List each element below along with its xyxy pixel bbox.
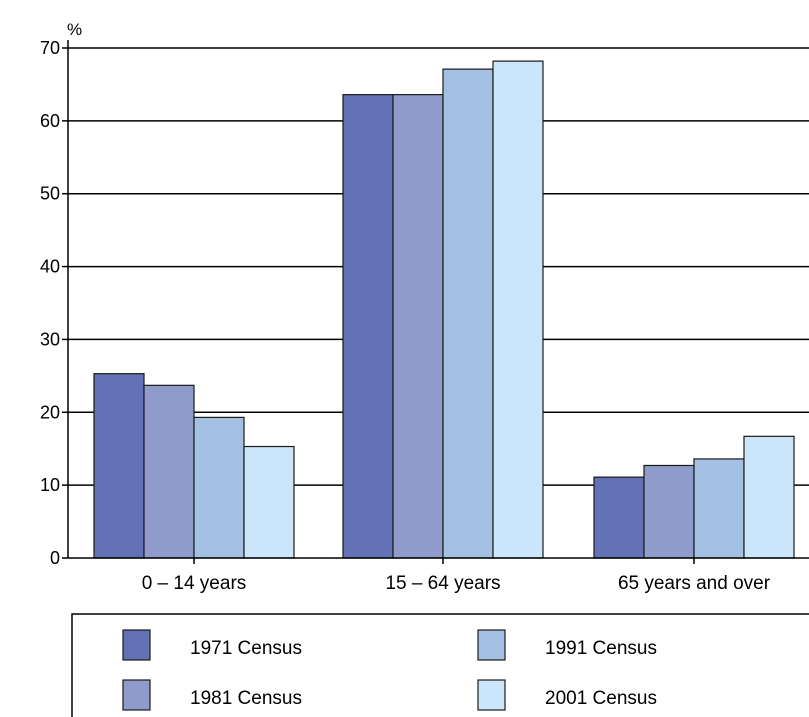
legend-label: 1971 Census [190, 638, 302, 659]
axes [62, 40, 809, 564]
bar [492, 60, 544, 559]
x-category-label: 65 years and over [618, 573, 771, 594]
legend-label: 1991 Census [545, 638, 657, 659]
legend-swatch [477, 629, 506, 661]
bar [442, 68, 494, 559]
legend-swatch [122, 629, 151, 661]
bar [593, 476, 645, 559]
bar [743, 435, 795, 559]
y-axis-unit-label: % [67, 20, 82, 39]
bar [643, 464, 695, 559]
legend-label: 2001 Census [545, 688, 657, 709]
y-tick-label: 70 [40, 38, 60, 58]
y-tick-label: 50 [40, 184, 60, 204]
bar [392, 94, 444, 559]
y-tick-labels: 0 10 20 30 40 50 60 70 [40, 38, 60, 568]
x-category-label: 15 – 64 years [385, 573, 500, 594]
x-category-label: 0 – 14 years [142, 573, 247, 594]
legend-box [71, 613, 809, 717]
y-tick-label: 20 [40, 402, 60, 422]
bar [93, 373, 145, 559]
x-category-labels: 0 – 14 years 15 – 64 years 65 years and ov… [142, 573, 771, 594]
y-tick-label: 60 [40, 111, 60, 131]
bar [243, 445, 295, 559]
legend: 1971 Census 1981 Census 1991 Census 2001 Ce… [71, 613, 809, 717]
legend-swatch [477, 679, 506, 711]
bar [143, 384, 195, 559]
y-tick-label: 0 [50, 548, 60, 568]
legend-swatch [122, 679, 151, 711]
bars [93, 60, 795, 559]
bar [342, 94, 394, 559]
legend-label: 1981 Census [190, 688, 302, 709]
bar [193, 416, 245, 559]
y-tick-label: 30 [40, 329, 60, 349]
bar [693, 458, 745, 559]
y-tick-label: 40 [40, 257, 60, 277]
y-tick-label: 10 [40, 475, 60, 495]
